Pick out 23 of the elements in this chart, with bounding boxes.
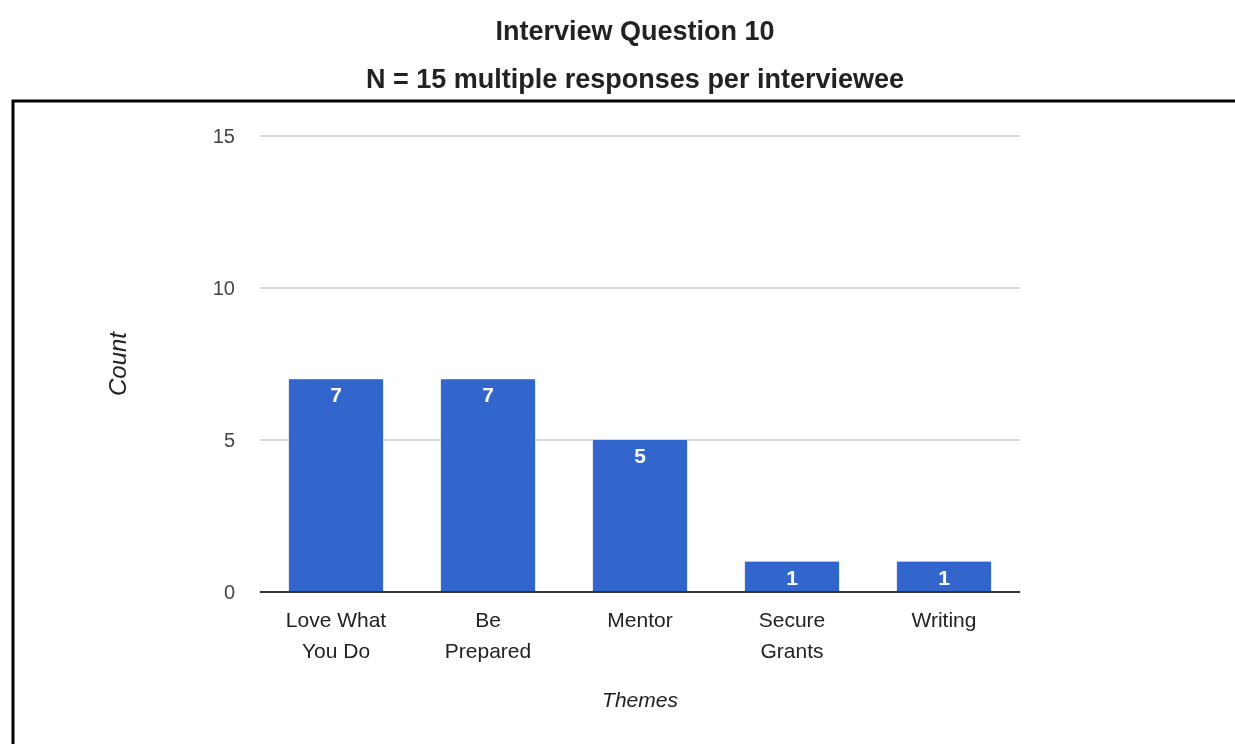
x-tick-label: Be Prepared xyxy=(444,608,532,662)
x-tick-label: Mentor xyxy=(607,608,673,631)
bar xyxy=(440,379,536,592)
x-tick-label: Writing xyxy=(911,608,977,631)
chart-title: Interview Question 10 xyxy=(495,16,775,46)
x-axis-title: Themes xyxy=(602,688,679,711)
bar xyxy=(288,379,384,592)
data-label: 1 xyxy=(938,565,951,589)
x-tick-label: Love What You Do xyxy=(285,608,387,662)
y-tick-label: 5 xyxy=(223,429,235,451)
y-axis-title: Count xyxy=(104,330,131,397)
bar xyxy=(592,440,688,592)
data-label: 1 xyxy=(786,565,799,589)
data-label: 5 xyxy=(634,444,647,467)
y-tick-label: 15 xyxy=(212,125,235,147)
bar xyxy=(896,561,992,592)
chart-subtitle: N = 15 multiple responses per interviewee xyxy=(366,64,904,94)
y-tick-label: 10 xyxy=(212,277,235,299)
bar xyxy=(744,561,840,592)
y-tick-label: 0 xyxy=(223,581,235,603)
data-label: 7 xyxy=(482,383,494,407)
data-label: 7 xyxy=(330,383,342,407)
x-tick-label: Secure Grants xyxy=(758,608,826,662)
